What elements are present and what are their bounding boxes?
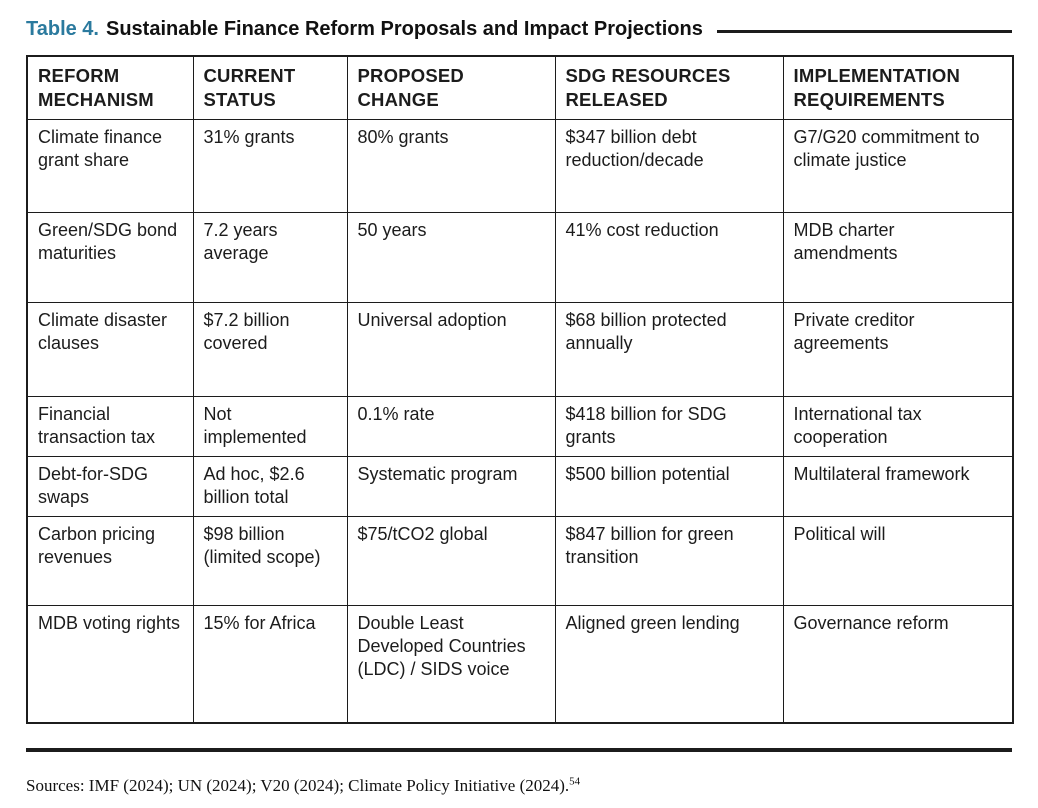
table-number-label: Table 4. [26,18,99,40]
cell-current-status: 15% for Africa [192,604,348,724]
cell-current-status: Not implemented [192,395,348,457]
cell-implementation: International tax cooperation [782,395,1014,457]
reform-proposals-table: REFORM MECHANISM CURRENT STATUS PROPOSED… [26,55,1014,724]
cell-sdg-resources: 41% cost reduction [554,211,784,303]
cell-proposed-change: 0.1% rate [346,395,556,457]
cell-sdg-resources: $68 billion protected annually [554,301,784,397]
cell-proposed-change: $75/tCO2 global [346,515,556,606]
cell-reform-mechanism: Carbon pricing revenues [26,515,194,606]
cell-implementation: MDB charter amendments [782,211,1014,303]
cell-reform-mechanism: MDB voting rights [26,604,194,724]
cell-implementation: Governance reform [782,604,1014,724]
cell-proposed-change: Double Least Developed Countries (LDC) /… [346,604,556,724]
table-row: Climate disaster clauses $7.2 billion co… [26,301,1014,397]
cell-implementation: G7/G20 commitment to climate justice [782,118,1014,213]
table-row: Carbon pricing revenues $98 billion (lim… [26,515,1014,606]
cell-sdg-resources: $347 billion debt reduction/decade [554,118,784,213]
table-caption: Table 4. Sustainable Finance Reform Prop… [26,18,1012,41]
cell-proposed-change: 50 years [346,211,556,303]
title-rule [716,30,1012,33]
table-title: Sustainable Finance Reform Proposals and… [106,18,703,40]
cell-reform-mechanism: Green/SDG bond maturities [26,211,194,303]
cell-reform-mechanism: Climate finance grant share [26,118,194,213]
column-header-current-status: CURRENT STATUS [192,55,348,120]
column-header-proposed-change: PROPOSED CHANGE [346,55,556,120]
cell-proposed-change: Systematic program [346,455,556,517]
cell-current-status: $7.2 billion covered [192,301,348,397]
cell-reform-mechanism: Financial transaction tax [26,395,194,457]
cell-reform-mechanism: Climate disaster clauses [26,301,194,397]
sources-text: Sources: IMF (2024); UN (2024); V20 (202… [26,776,570,795]
cell-current-status: 7.2 years average [192,211,348,303]
cell-current-status: $98 billion (limited scope) [192,515,348,606]
table-row: MDB voting rights 15% for Africa Double … [26,604,1014,724]
table-row: Debt-for-SDG swaps Ad hoc, $2.6 billion … [26,455,1014,517]
cell-sdg-resources: $500 billion potential [554,455,784,517]
table-row: Climate finance grant share 31% grants 8… [26,118,1014,213]
column-header-reform-mechanism: REFORM MECHANISM [26,55,194,120]
cell-current-status: 31% grants [192,118,348,213]
cell-sdg-resources: $847 billion for green transition [554,515,784,606]
cell-sdg-resources: Aligned green lending [554,604,784,724]
cell-reform-mechanism: Debt-for-SDG swaps [26,455,194,517]
column-header-implementation-requirements: IMPLEMENTATION REQUIREMENTS [782,55,1014,120]
footnote-number: 54 [569,775,581,788]
table-row: Green/SDG bond maturities 7.2 years aver… [26,211,1014,303]
cell-sdg-resources: $418 billion for SDG grants [554,395,784,457]
sources-line: Sources: IMF (2024); UN (2024); V20 (202… [26,776,1012,796]
cell-proposed-change: Universal adoption [346,301,556,397]
cell-implementation: Private creditor agreements [782,301,1014,397]
cell-implementation: Political will [782,515,1014,606]
cell-current-status: Ad hoc, $2.6 billion total [192,455,348,517]
cell-proposed-change: 80% grants [346,118,556,213]
column-header-sdg-resources-released: SDG RESOURCES RELEASED [554,55,784,120]
table-row: Financial transaction tax Not implemente… [26,395,1014,457]
cell-implementation: Multilateral framework [782,455,1014,517]
table-header-row: REFORM MECHANISM CURRENT STATUS PROPOSED… [26,55,1014,120]
footer-rule [26,748,1012,752]
